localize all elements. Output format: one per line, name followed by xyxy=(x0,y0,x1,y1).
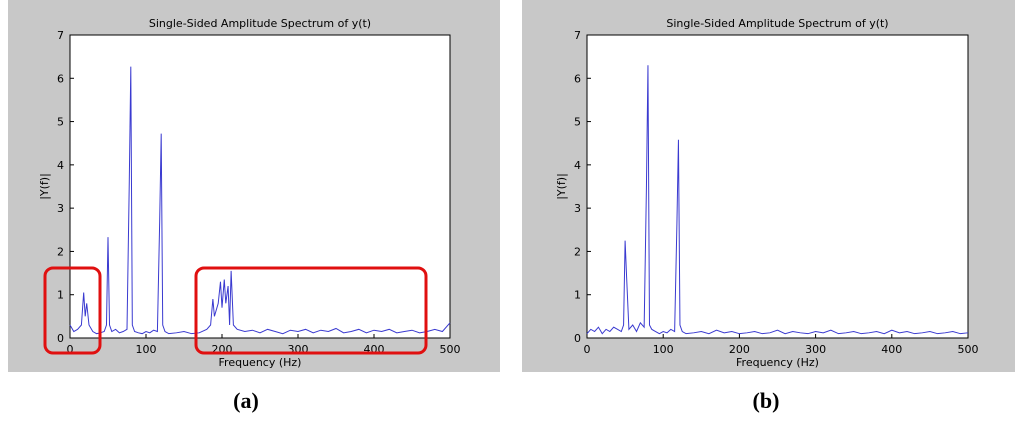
plot-area xyxy=(69,34,451,339)
highlight-box xyxy=(194,266,428,355)
y-tick-label: 1 xyxy=(57,289,64,302)
x-tick-label: 0 xyxy=(584,343,591,356)
y-tick-label: 3 xyxy=(57,202,64,215)
panel-label: (a) xyxy=(233,388,259,413)
plot-area xyxy=(586,34,969,339)
spectrum-line xyxy=(586,65,969,335)
y-tick-label: 7 xyxy=(57,29,64,42)
spectrum-line xyxy=(69,66,451,335)
y-axis-label: |Y(f)| xyxy=(555,173,568,200)
x-tick-label: 0 xyxy=(67,343,74,356)
y-tick-label: 1 xyxy=(574,289,581,302)
x-tick-label: 100 xyxy=(653,343,674,356)
x-tick-label: 500 xyxy=(440,343,461,356)
y-tick-label: 2 xyxy=(574,245,581,258)
y-tick-label: 0 xyxy=(57,332,64,345)
x-axis-label: Frequency (Hz) xyxy=(736,356,819,369)
x-tick-label: 400 xyxy=(881,343,902,356)
x-axis-label: Frequency (Hz) xyxy=(219,356,302,369)
y-tick-label: 4 xyxy=(574,159,581,172)
x-tick-label: 200 xyxy=(729,343,750,356)
y-tick-label: 6 xyxy=(574,72,581,85)
chart-title: Single-Sided Amplitude Spectrum of y(t) xyxy=(149,17,371,30)
y-tick-label: 4 xyxy=(57,159,64,172)
x-tick-label: 500 xyxy=(958,343,979,356)
panel-label: (b) xyxy=(753,388,780,413)
x-tick-label: 100 xyxy=(136,343,157,356)
x-tick-label: 300 xyxy=(805,343,826,356)
y-tick-label: 5 xyxy=(57,116,64,129)
y-axis-label: |Y(f)| xyxy=(38,173,51,200)
y-tick-label: 6 xyxy=(57,72,64,85)
y-tick-label: 7 xyxy=(574,29,581,42)
chart-title: Single-Sided Amplitude Spectrum of y(t) xyxy=(666,17,888,30)
y-tick-label: 5 xyxy=(574,116,581,129)
y-tick-label: 2 xyxy=(57,245,64,258)
y-tick-label: 3 xyxy=(574,202,581,215)
highlight-box xyxy=(43,266,102,355)
y-tick-label: 0 xyxy=(574,332,581,345)
